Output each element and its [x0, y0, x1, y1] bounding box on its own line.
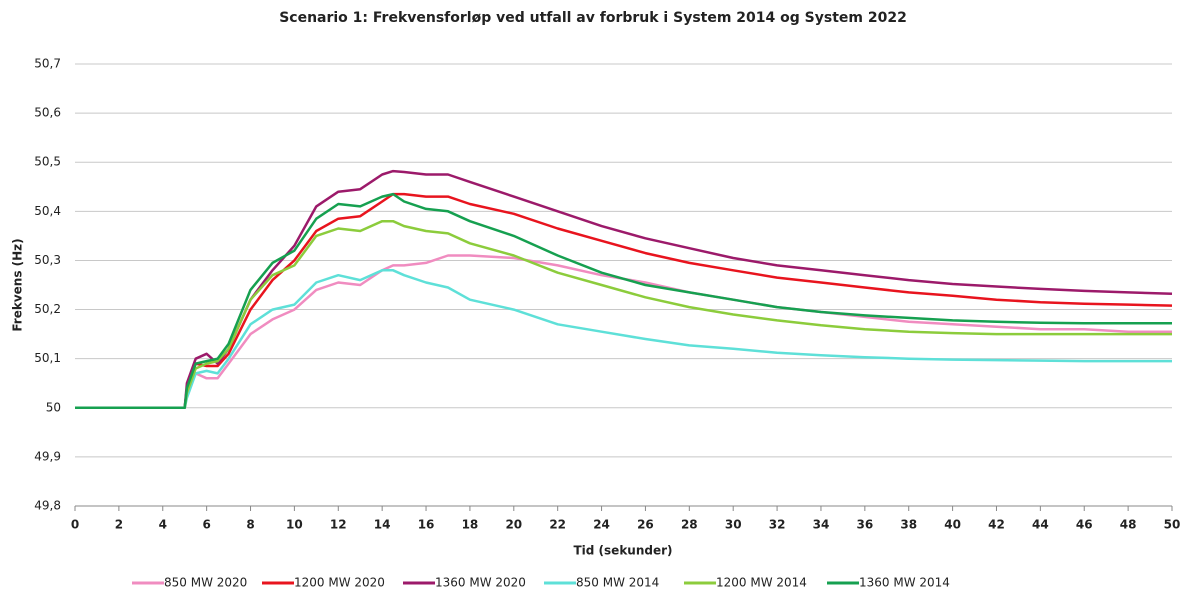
series-line [75, 219, 1172, 410]
x-tick-label: 18 [462, 518, 479, 532]
x-tick-label: 38 [900, 518, 917, 532]
x-tick-label: 48 [1120, 518, 1137, 532]
x-tick-label: 34 [813, 518, 830, 532]
x-tick-label: 40 [944, 518, 961, 532]
y-tick-label: 49,8 [34, 499, 61, 513]
chart-title: Scenario 1: Frekvensforløp ved utfall av… [279, 10, 907, 26]
x-axis-label: Tid (sekunder) [573, 544, 672, 558]
series-line [75, 192, 1173, 410]
y-tick-label: 50,1 [34, 351, 61, 365]
x-tick-label: 2 [115, 518, 123, 532]
legend-label: 850 MW 2014 [576, 576, 659, 590]
x-tick-label: 24 [593, 518, 610, 532]
series-line [75, 192, 1172, 410]
x-tick-label: 4 [159, 518, 167, 532]
x-tick-label: 0 [71, 518, 79, 532]
legend-label: 1200 MW 2020 [294, 576, 385, 590]
legend-label: 1360 MW 2014 [859, 576, 950, 590]
x-tick-label: 20 [505, 518, 522, 532]
legend-label: 1200 MW 2014 [716, 576, 807, 590]
y-tick-label: 50,7 [34, 57, 61, 71]
x-tick-label: 46 [1076, 518, 1093, 532]
legend-label: 1360 MW 2020 [435, 576, 526, 590]
legend-label: 850 MW 2020 [164, 576, 247, 590]
x-tick-label: 16 [418, 518, 435, 532]
x-tick-label: 8 [246, 518, 254, 532]
x-tick-label: 50 [1164, 518, 1181, 532]
x-tick-label: 28 [681, 518, 698, 532]
x-tick-label: 26 [637, 518, 654, 532]
x-tick-label: 14 [374, 518, 391, 532]
x-tick-label: 6 [202, 518, 210, 532]
y-tick-label: 50,6 [34, 106, 61, 120]
x-tick-label: 22 [549, 518, 566, 532]
y-tick-label: 50,4 [34, 204, 61, 218]
series-line [75, 169, 1173, 410]
x-tick-label: 44 [1032, 518, 1049, 532]
x-tick-label: 30 [725, 518, 742, 532]
y-tick-label: 50,5 [34, 155, 61, 169]
y-tick-label: 50,2 [34, 302, 61, 316]
y-tick-label: 49,9 [34, 449, 61, 463]
y-axis-label: Frekvens (Hz) [11, 238, 25, 331]
x-tick-label: 12 [330, 518, 347, 532]
x-tick-label: 32 [769, 518, 786, 532]
x-tick-label: 42 [988, 518, 1005, 532]
x-tick-label: 10 [286, 518, 303, 532]
series-line [75, 269, 1172, 410]
x-tick-label: 36 [856, 518, 873, 532]
y-tick-label: 50 [46, 400, 61, 414]
y-tick-label: 50,3 [34, 253, 61, 267]
series-line [75, 254, 1172, 410]
